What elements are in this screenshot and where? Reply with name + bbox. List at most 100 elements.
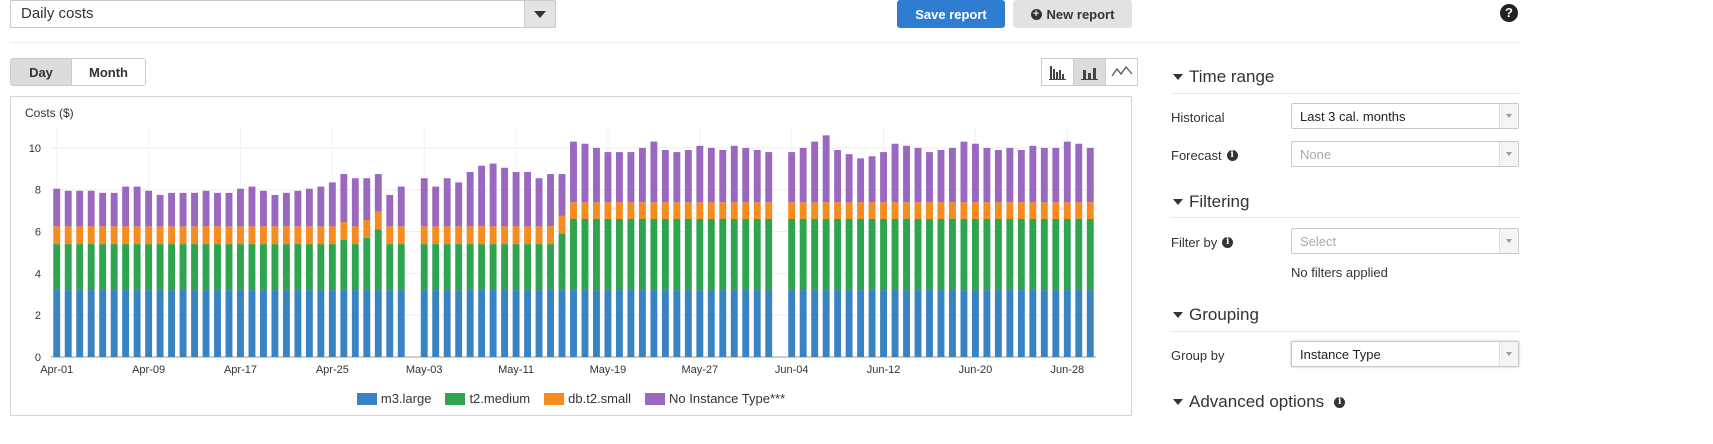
bar-segment [512, 171, 520, 227]
bar-segment [374, 211, 382, 230]
bar-segment [317, 244, 325, 291]
legend-item[interactable]: db.t2.small [544, 391, 631, 406]
bar-segment [225, 192, 233, 227]
bar-segment [489, 163, 497, 227]
bar-segment [971, 202, 979, 219]
bar-segment [983, 147, 991, 203]
bar-segment [53, 226, 61, 245]
bar-segment [386, 194, 394, 227]
stacked-bar-button[interactable] [1073, 59, 1105, 85]
report-select[interactable]: Daily costs [10, 0, 556, 28]
info-icon[interactable]: i [1334, 396, 1346, 408]
bar-segment [489, 244, 497, 291]
legend-item[interactable]: t2.medium [445, 391, 530, 406]
bar-segment [581, 143, 589, 203]
bar-segment [593, 147, 600, 203]
bar-segment [960, 290, 968, 357]
bar-segment [799, 219, 807, 291]
bar-segment [420, 290, 428, 357]
bar-segment [926, 152, 933, 203]
bar-segment [294, 290, 302, 357]
bar-segment [168, 192, 176, 227]
x-tick-label: May-19 [590, 364, 627, 376]
time-range-header[interactable]: Time range [1173, 67, 1274, 87]
advanced-options-title: Advanced options [1189, 392, 1325, 411]
bar-segment [581, 290, 589, 357]
bar-segment [868, 219, 876, 291]
bar-segment [1086, 202, 1094, 219]
bar-segment [707, 202, 715, 219]
bar-segment [1006, 147, 1014, 203]
bar-segment [994, 219, 1002, 291]
new-report-button[interactable]: + New report [1013, 0, 1132, 28]
grouped-bar-button[interactable] [1042, 59, 1073, 85]
info-icon[interactable]: i [1226, 150, 1238, 161]
group-by-select-toggle[interactable] [1499, 342, 1518, 366]
legend-item[interactable]: m3.large [356, 391, 431, 406]
bar-segment [535, 178, 543, 227]
historical-select-toggle[interactable] [1499, 104, 1518, 128]
bar-segment [351, 290, 359, 357]
bar-segment [1086, 219, 1094, 291]
advanced-options-header[interactable]: Advanced options i [1173, 392, 1346, 412]
bar-segment [294, 244, 302, 291]
group-by-select[interactable]: Instance Type [1291, 341, 1519, 367]
filter-by-select[interactable]: Select [1291, 228, 1519, 254]
bar-segment [914, 290, 922, 357]
day-toggle-button[interactable]: Day [11, 59, 71, 85]
legend-item[interactable]: No Instance Type*** [645, 391, 785, 406]
bar-segment [1029, 219, 1037, 291]
bar-segment [558, 290, 566, 357]
bar-segment [225, 226, 233, 245]
bar-segment [811, 290, 819, 357]
chart-type-group [1041, 58, 1138, 86]
bar-segment [420, 244, 428, 291]
bar-segment [363, 237, 371, 291]
forecast-select[interactable]: None [1291, 141, 1519, 167]
bar-segment [328, 290, 336, 357]
grouping-header[interactable]: Grouping [1173, 305, 1259, 325]
line-chart-button[interactable] [1105, 59, 1137, 85]
save-report-button[interactable]: Save report [897, 0, 1005, 28]
bar-segment [1052, 290, 1060, 357]
bar-segment [753, 290, 761, 357]
x-tick-label: May-27 [681, 364, 718, 376]
bar-segment [604, 202, 612, 219]
bar-segment [145, 244, 153, 291]
filter-by-placeholder: Select [1300, 234, 1337, 249]
month-toggle-button[interactable]: Month [71, 59, 145, 85]
bar-segment [834, 290, 842, 357]
bar-segment [903, 202, 910, 219]
bar-segment [535, 290, 543, 357]
historical-select[interactable]: Last 3 cal. months [1291, 103, 1519, 129]
help-icon[interactable]: ? [1500, 4, 1518, 22]
bar-segment [673, 202, 681, 219]
bar-segment [53, 290, 61, 357]
bar-segment [76, 290, 84, 357]
bar-segment [926, 202, 933, 219]
bar-segment [214, 290, 221, 357]
bar-segment [179, 192, 187, 227]
bar-segment [512, 290, 520, 357]
bar-segment [501, 226, 509, 245]
bar-segment [845, 154, 853, 203]
bar-segment [294, 226, 302, 245]
bar-segment [696, 145, 704, 203]
bar-segment [593, 202, 600, 219]
bar-segment [719, 219, 727, 291]
bar-segment [99, 192, 107, 227]
forecast-select-toggle[interactable] [1499, 142, 1518, 166]
filtering-header[interactable]: Filtering [1173, 192, 1249, 212]
group-by-label: Group by [1171, 348, 1224, 363]
bar-segment [202, 190, 210, 227]
report-select-toggle[interactable] [524, 1, 555, 27]
bar-segment [156, 290, 164, 357]
bar-segment [994, 290, 1002, 357]
bar-segment [443, 290, 451, 357]
bar-segment [707, 147, 715, 203]
bar-segment [949, 147, 956, 203]
info-icon[interactable]: i [1222, 237, 1234, 248]
bar-segment [788, 290, 796, 357]
filter-by-select-toggle[interactable] [1499, 229, 1518, 253]
caret-down-icon [1506, 152, 1512, 156]
